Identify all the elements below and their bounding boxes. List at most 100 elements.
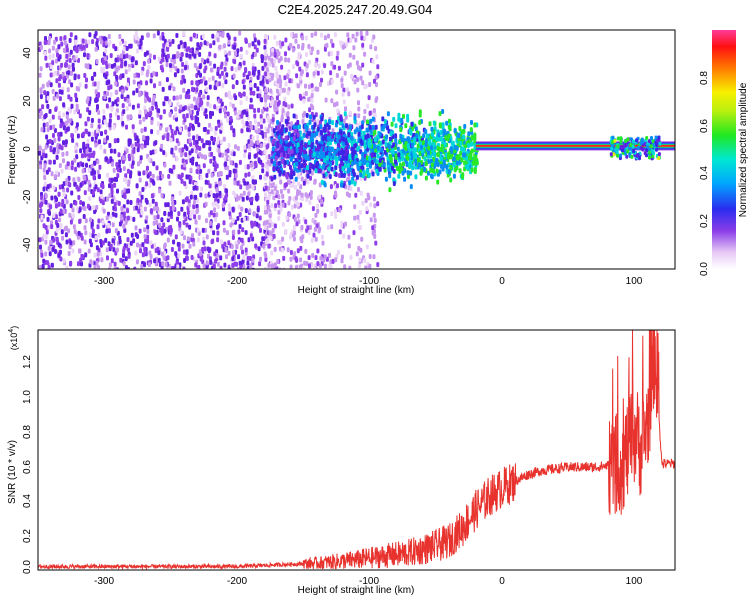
heatmap-cell: [45, 229, 49, 235]
heatmap-cell: [248, 256, 252, 261]
heatmap-cell: [146, 32, 150, 38]
heatmap-cell: [310, 93, 314, 98]
heatmap-cell: [97, 110, 101, 115]
heatmap-cell: [253, 119, 257, 125]
heatmap-cell: [375, 168, 379, 174]
heatmap-cell: [432, 142, 436, 148]
heatmap-cell: [192, 32, 196, 38]
heatmap-cell: [114, 111, 118, 117]
heatmap-cell: [295, 148, 299, 154]
heatmap-cell: [363, 51, 367, 57]
heatmap-cell: [204, 201, 208, 207]
heatmap-cell: [233, 36, 237, 42]
heatmap-cell: [323, 35, 327, 41]
heatmap-cell: [48, 251, 52, 257]
heatmap-cell: [127, 67, 131, 72]
heatmap-cell: [56, 52, 59, 58]
heatmap-cell: [152, 97, 156, 103]
heatmap-cell: [242, 255, 246, 260]
heatmap-cell: [614, 147, 618, 152]
spectrogram-panel: -300 -200 -100 0 100 40 20 0 -20 -40 Hei…: [7, 29, 676, 296]
heatmap-cell: [304, 91, 308, 96]
heatmap-cell: [352, 54, 356, 60]
heatmap-cell: [452, 156, 456, 162]
heatmap-cell: [362, 169, 366, 175]
heatmap-cell: [318, 226, 322, 232]
heatmap-cell: [138, 228, 142, 234]
heatmap-cell: [264, 93, 268, 99]
heatmap-cell: [364, 198, 368, 204]
heatmap-cell: [238, 30, 242, 36]
heatmap-cell: [253, 44, 257, 50]
heatmap-cell: [247, 154, 251, 160]
heatmap-cell: [247, 191, 251, 197]
heatmap-cell: [205, 173, 209, 178]
heatmap-cell: [239, 193, 243, 199]
heatmap-cell: [53, 39, 57, 45]
heatmap-cell: [52, 124, 56, 130]
heatmap-cell: [159, 114, 163, 120]
heatmap-cell: [205, 218, 208, 224]
heatmap-cell: [225, 188, 228, 194]
heatmap-cell: [308, 200, 312, 205]
heatmap-cell: [266, 199, 270, 205]
heatmap-cell: [154, 101, 158, 107]
heatmap-cell: [336, 50, 340, 56]
heatmap-cell: [201, 57, 204, 63]
heatmap-cell: [255, 213, 259, 219]
heatmap-cell: [99, 239, 103, 244]
heatmap-cell: [202, 94, 206, 100]
heatmap-cell: [458, 126, 462, 131]
heatmap-cell: [185, 60, 188, 66]
heatmap-cell: [175, 260, 179, 266]
heatmap-cell: [624, 138, 628, 143]
heatmap-cell: [60, 229, 64, 235]
heatmap-cell: [462, 134, 465, 140]
heatmap-cell: [619, 139, 623, 144]
heatmap-cell: [319, 263, 322, 269]
heatmap-cell: [281, 193, 285, 199]
heatmap-cell: [232, 132, 236, 138]
heatmap-cell: [105, 247, 109, 253]
heatmap-cell: [367, 172, 371, 178]
heatmap-cell: [368, 156, 372, 162]
heatmap-cell: [75, 103, 79, 109]
heatmap-cell: [301, 119, 305, 125]
heatmap-cell: [183, 162, 187, 168]
heatmap-cell: [430, 126, 434, 132]
heatmap-cell: [329, 70, 333, 76]
heatmap-cell: [198, 52, 202, 57]
heatmap-cell: [153, 215, 157, 221]
heatmap-cell: [180, 178, 184, 184]
heatmap-cell: [76, 234, 80, 240]
heatmap-cell: [184, 152, 188, 158]
heatmap-cell: [88, 196, 92, 201]
heatmap-cell: [110, 258, 114, 264]
heatmap-cell: [221, 152, 224, 158]
heatmap-cell: [297, 43, 300, 49]
heatmap-cell: [232, 250, 235, 256]
heatmap-cell: [206, 101, 210, 107]
heatmap-cell: [177, 174, 181, 180]
heatmap-cell: [250, 220, 254, 226]
heatmap-cell: [327, 166, 331, 172]
heatmap-cell: [52, 185, 56, 191]
heatmap-cell: [214, 217, 218, 222]
heatmap-cell: [277, 200, 281, 206]
heatmap-cell: [386, 125, 390, 131]
heatmap-cell: [95, 128, 99, 134]
heatmap-cell: [213, 63, 217, 69]
heatmap-cell: [190, 237, 194, 242]
heatmap-cell: [135, 205, 139, 211]
heatmap-cell: [109, 84, 113, 90]
heatmap-cell: [202, 142, 206, 148]
heatmap-cell: [357, 218, 361, 224]
heatmap-cell: [226, 32, 230, 38]
heatmap-cell: [83, 206, 87, 211]
heatmap-cell: [406, 117, 410, 123]
heatmap-cell: [167, 267, 171, 269]
heatmap-cell: [230, 66, 234, 72]
heatmap-cell: [51, 45, 55, 51]
heatmap-cell: [178, 147, 182, 153]
heatmap-cell: [129, 43, 133, 49]
